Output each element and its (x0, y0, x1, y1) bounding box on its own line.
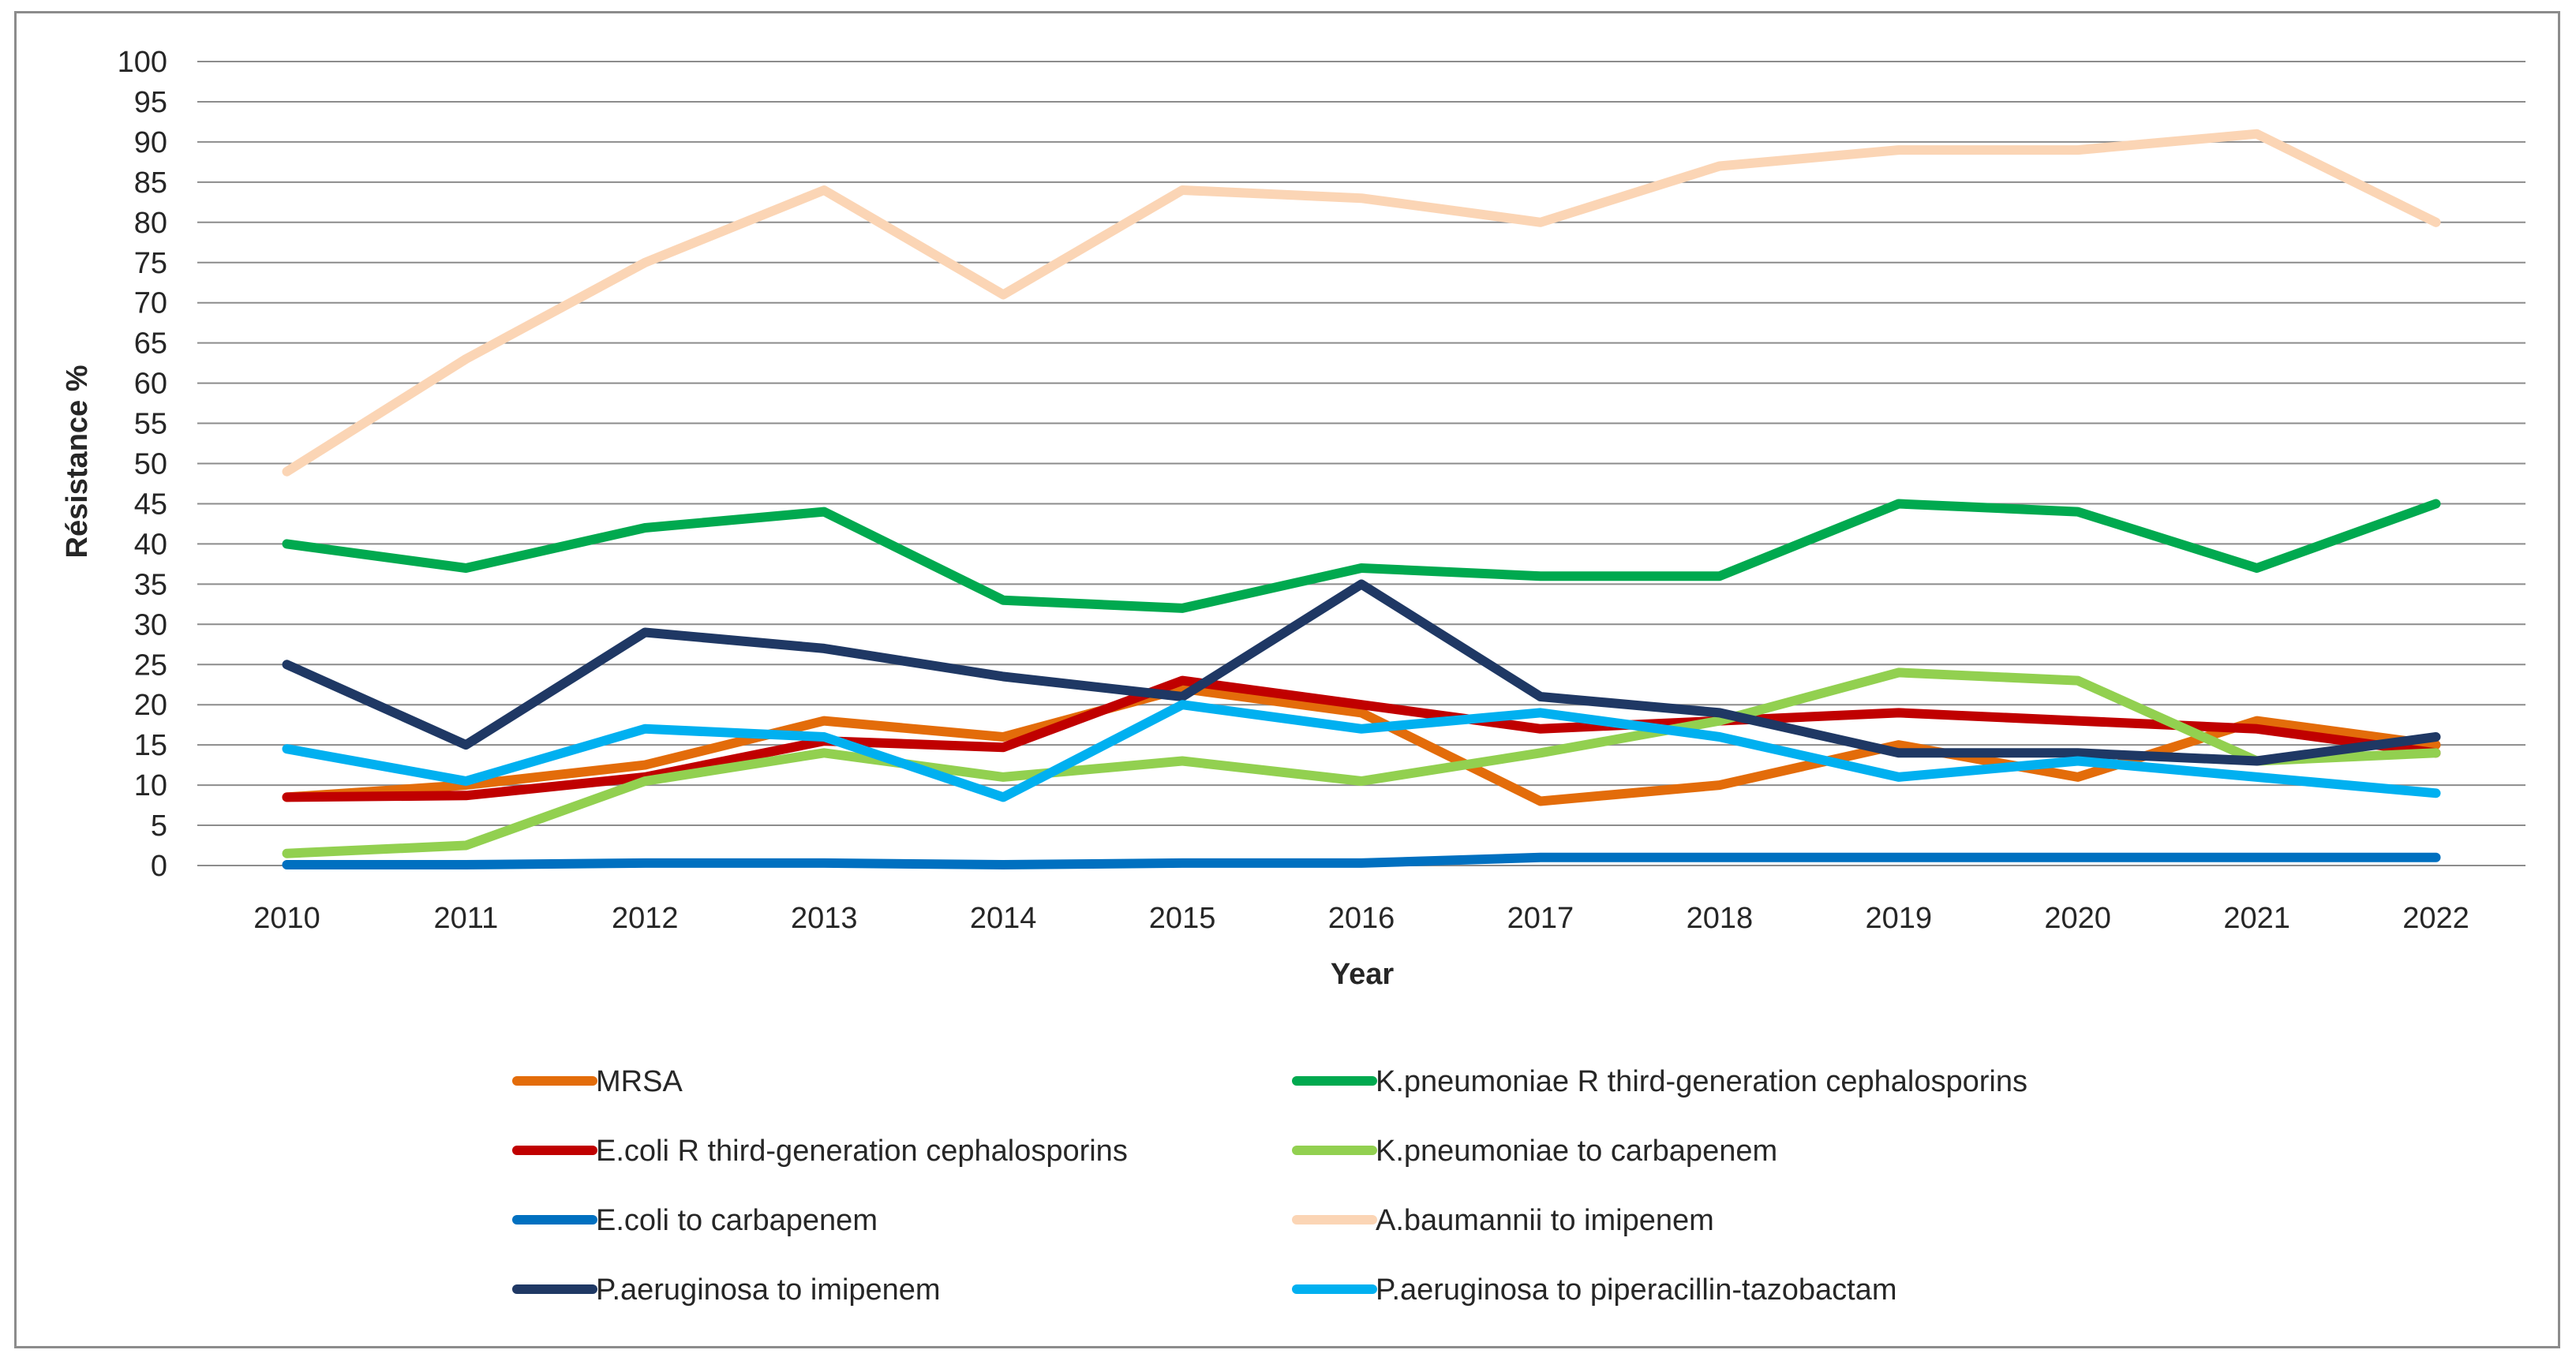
x-tick-label: 2022 (2402, 902, 2469, 935)
legend-label: K.pneumoniae to carbapenem (1376, 1135, 1777, 1168)
y-tick-label: 65 (134, 327, 167, 361)
legend-label: P.aeruginosa to piperacillin-tazobactam (1376, 1273, 1896, 1307)
x-tick-label: 2017 (1507, 902, 1574, 935)
series-line-7 (282, 579, 2441, 766)
y-tick-label: 20 (134, 689, 167, 722)
x-tick-label: 2014 (970, 902, 1037, 935)
legend-item: MRSA (512, 1065, 683, 1098)
legend-item: E.coli to carbapenem (512, 1204, 878, 1237)
legend-item: A.baumannii to imipenem (1292, 1204, 1714, 1237)
x-axis-ticks: 2010 2011 2012 2013 2014 2015 2016 2017 2018 2019… (253, 902, 2469, 935)
series-lines (282, 129, 2441, 869)
series-line-8 (282, 700, 2441, 802)
y-axis-ticks: 0 5 10 15 20 25 30 35 40 45 50 55 60 65 70 75 80 85 90 95 10… (118, 46, 167, 883)
y-tick-label: 55 (134, 408, 167, 441)
y-tick-label: 90 (134, 126, 167, 159)
x-tick-label: 2018 (1687, 902, 1754, 935)
y-tick-label: 35 (134, 568, 167, 601)
y-tick-label: 70 (134, 287, 167, 320)
y-tick-label: 85 (134, 166, 167, 200)
y-tick-label: 5 (151, 809, 167, 843)
y-tick-label: 50 (134, 448, 167, 481)
x-tick-label: 2012 (612, 902, 679, 935)
legend-item: E.coli R third-generation cephalosporins (512, 1135, 1128, 1168)
y-tick-label: 100 (118, 46, 167, 79)
y-tick-label: 30 (134, 608, 167, 641)
y-tick-label: 45 (134, 488, 167, 521)
x-tick-label: 2019 (1865, 902, 1932, 935)
series-line-4 (282, 667, 2441, 858)
y-tick-label: 15 (134, 729, 167, 762)
legend-label: P.aeruginosa to imipenem (596, 1273, 941, 1307)
legend-label: A.baumannii to imipenem (1376, 1204, 1714, 1237)
series-line-5 (282, 852, 2441, 869)
legend-item: K.pneumoniae R third-generation cephalos… (1292, 1065, 2027, 1098)
x-axis-title: Year (1331, 958, 1395, 991)
series-line-6 (282, 129, 2441, 477)
legend-item: P.aeruginosa to piperacillin-tazobactam (1292, 1273, 1896, 1307)
y-tick-label: 75 (134, 247, 167, 280)
legend-item: P.aeruginosa to imipenem (512, 1273, 941, 1307)
y-tick-label: 0 (151, 850, 167, 883)
x-tick-label: 2021 (2223, 902, 2290, 935)
legend-label: E.coli R third-generation cephalosporins (596, 1135, 1128, 1168)
x-tick-label: 2013 (791, 902, 858, 935)
x-tick-label: 2015 (1149, 902, 1216, 935)
y-axis-title: Résistance % (61, 365, 94, 558)
x-tick-label: 2011 (434, 902, 499, 935)
y-tick-label: 60 (134, 368, 167, 401)
legend: MRSA K.pneumoniae R third-generation ceph… (512, 1065, 2027, 1307)
y-tick-label: 40 (134, 528, 167, 561)
chart-frame (14, 11, 2560, 1348)
legend-label: E.coli to carbapenem (596, 1204, 878, 1237)
x-tick-label: 2020 (2044, 902, 2111, 935)
series-line-2 (282, 499, 2441, 613)
legend-item: K.pneumoniae to carbapenem (1292, 1135, 1777, 1168)
y-tick-label: 95 (134, 86, 167, 119)
y-tick-label: 80 (134, 207, 167, 240)
series-line-1 (282, 683, 2441, 806)
x-tick-label: 2010 (253, 902, 320, 935)
y-tick-label: 10 (134, 769, 167, 802)
x-tick-label: 2016 (1328, 902, 1395, 935)
y-tick-label: 25 (134, 649, 167, 682)
legend-label: K.pneumoniae R third-generation cephalos… (1376, 1065, 2027, 1098)
legend-label: MRSA (596, 1065, 683, 1098)
